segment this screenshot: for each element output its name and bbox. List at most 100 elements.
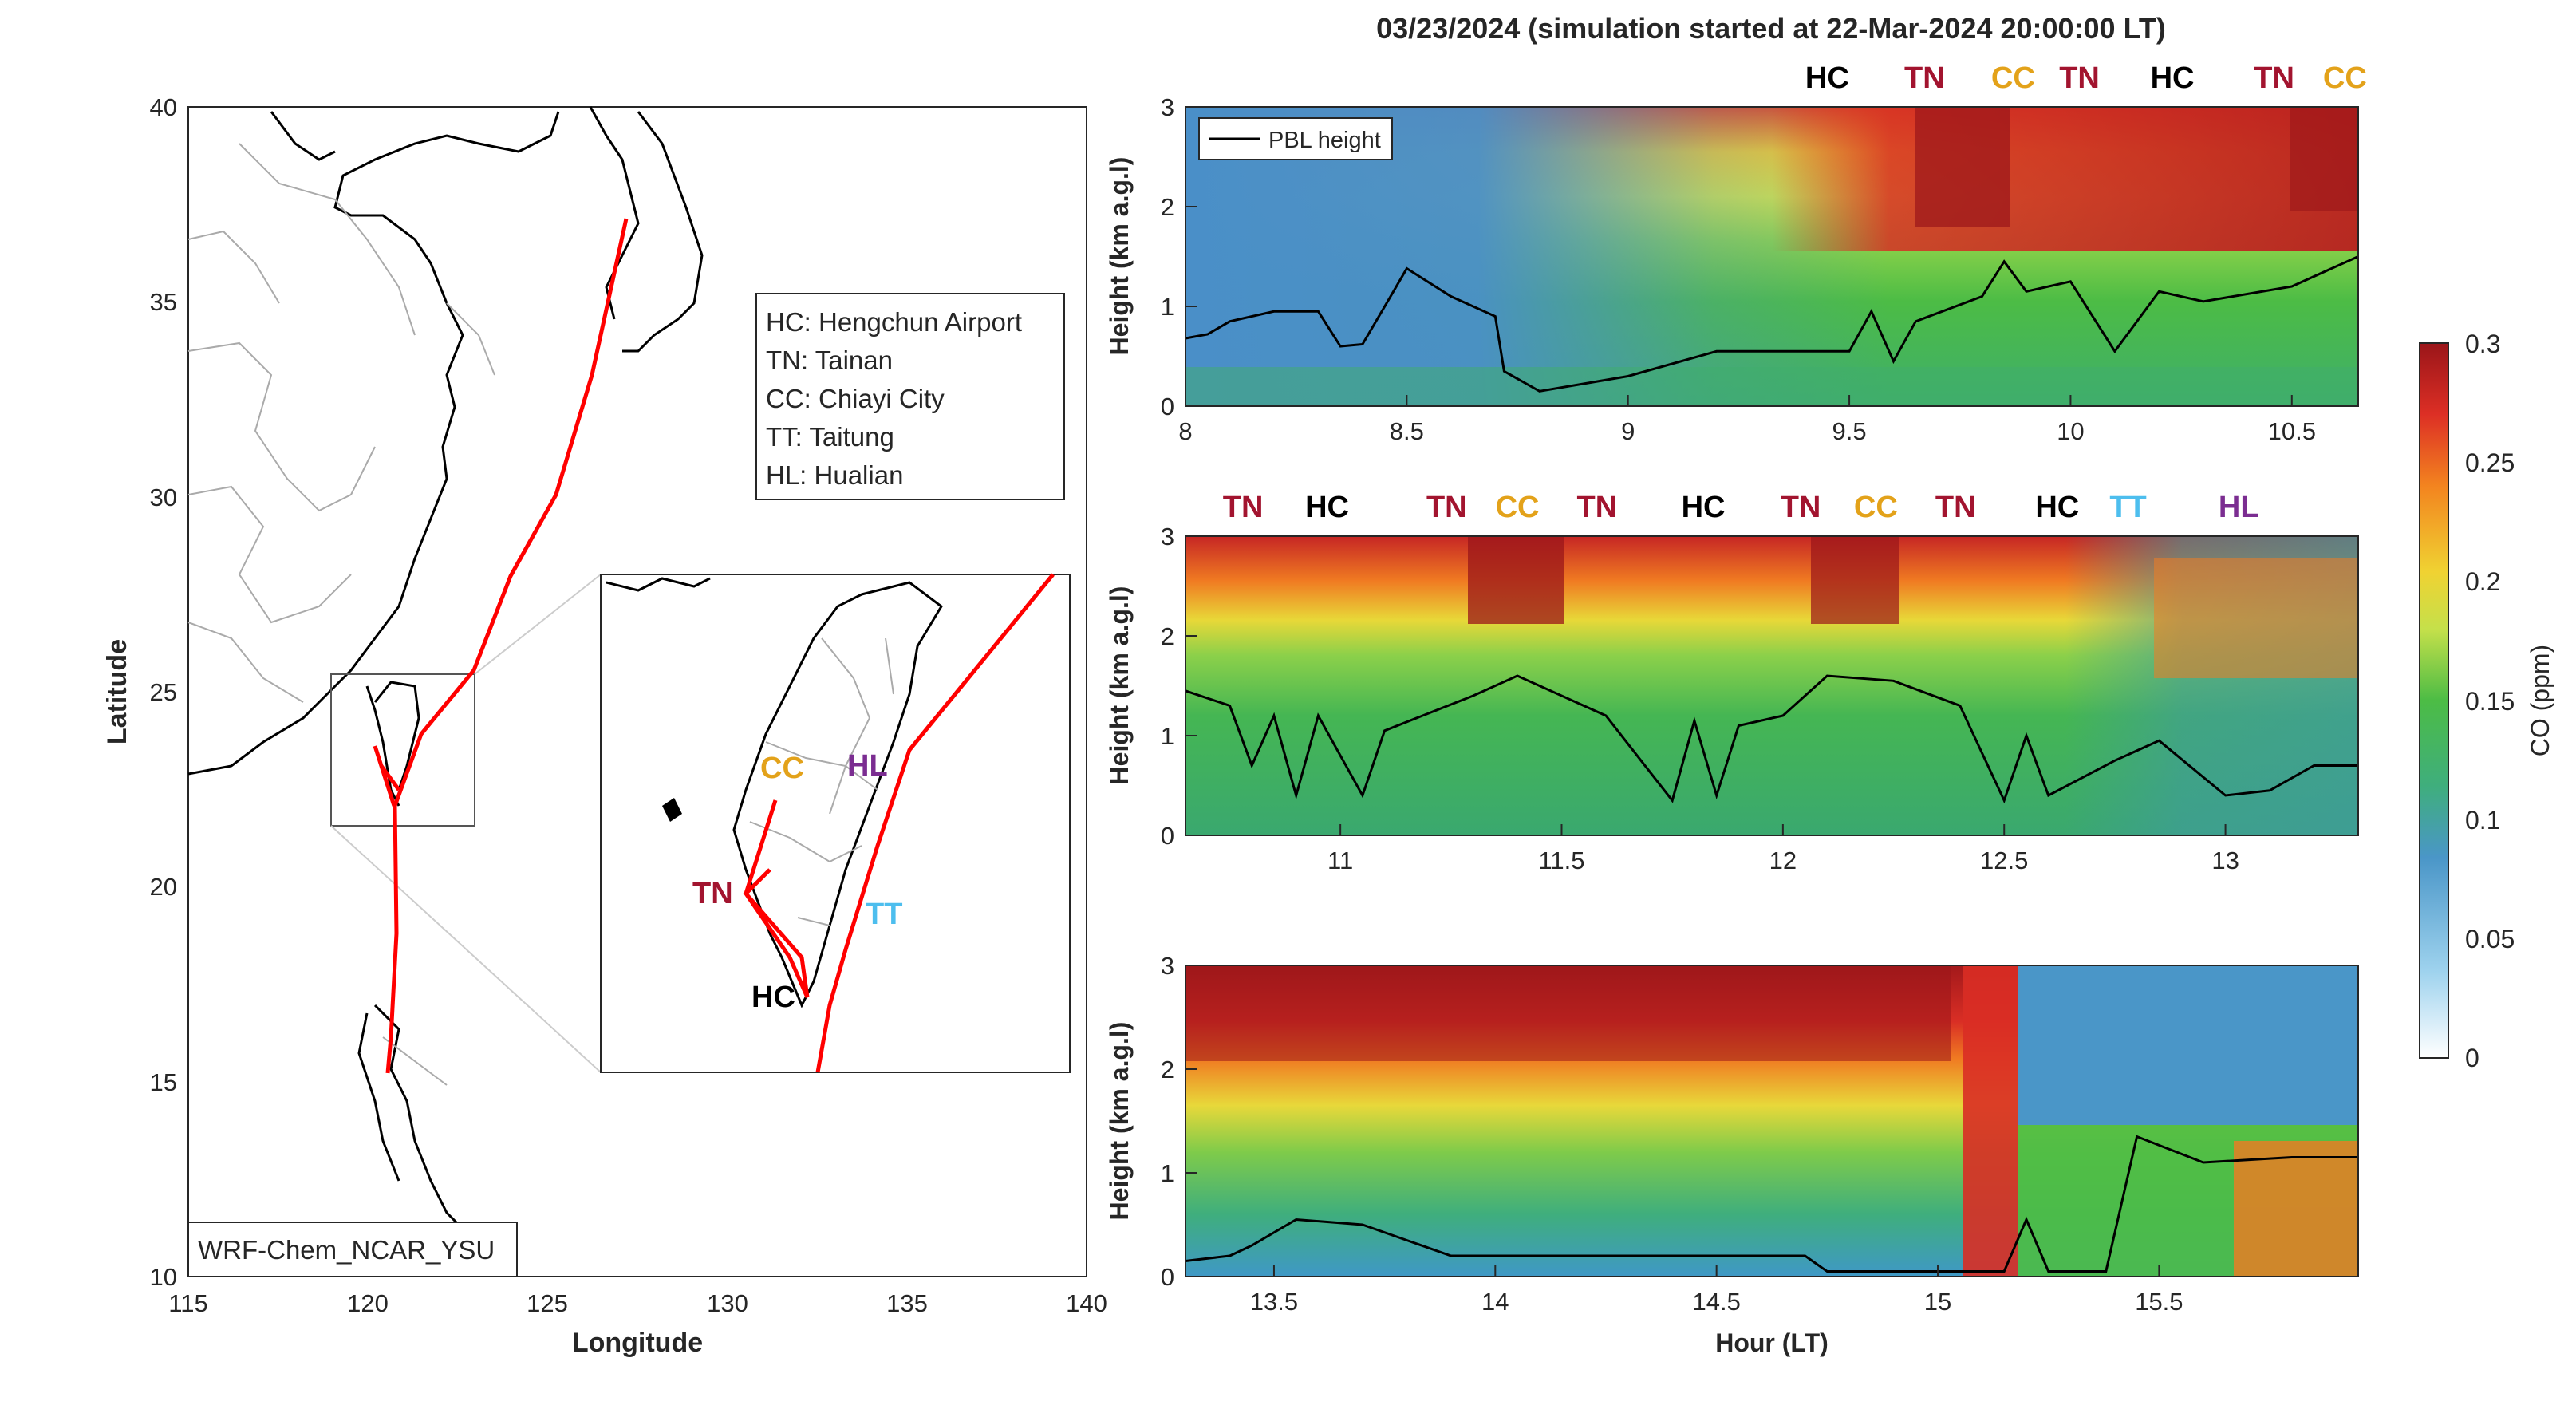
map-ytick: 15 [150, 1068, 177, 1096]
y-tick-label: 2 [1161, 193, 1174, 221]
inset-flight-track-local [743, 799, 810, 999]
flight-track [385, 218, 629, 1074]
site-label: HC [1805, 61, 1849, 95]
county-boundaries [749, 637, 894, 926]
panel3-plume-column [1963, 965, 2018, 1277]
panel1-site-labels: HC TN CC TN HC TN CC [1805, 61, 2367, 95]
panel3-axes-box [1185, 965, 2359, 1277]
panel3-low-co-aloft [2018, 965, 2358, 1125]
x-tick-label: 9.5 [1832, 417, 1867, 445]
colorbar-tick: 0.05 [2465, 925, 2515, 953]
panel1-ylabel: Height (km a.g.l) [1105, 157, 1134, 356]
x-tick-label: 13 [2211, 847, 2239, 874]
panel2-site-labels: TN HC TN CC TN HC TN CC TN HC TT HL [1223, 491, 2259, 524]
y-tick-label: 2 [1161, 622, 1174, 650]
inset-site-label: HC [751, 981, 795, 1014]
panel3-peak-co [1185, 965, 1951, 1061]
pbl-line-3 [1185, 1135, 2358, 1273]
china-coast [606, 577, 711, 592]
pbl-line-1 [1185, 255, 2359, 393]
x-tick-label: 8.5 [1390, 417, 1424, 445]
colorbar-tick: 0.1 [2465, 806, 2500, 835]
y-tick-label: 1 [1161, 1159, 1174, 1187]
site-label: HC [1682, 491, 1726, 524]
site-label: TN [1904, 61, 1945, 95]
panel1-ticks: 8 8.5 9 9.5 10 10.5 0 1 2 3 [1161, 93, 2316, 445]
site-label: TN [1781, 491, 1821, 524]
map-xlabel: Longitude [572, 1328, 703, 1358]
y-tick-label: 1 [1161, 293, 1174, 321]
curtain-panel-3: 13.5 14 14.5 15 15.5 0 1 2 3 Height (km a.g.l) H… [1105, 952, 2359, 1357]
site-label: CC [1854, 491, 1898, 524]
province-boundaries [187, 143, 495, 1086]
site-legend-line: CC: Chiayi City [766, 384, 945, 413]
site-label: HC [2035, 491, 2079, 524]
inset-flight-track [815, 573, 1055, 1073]
x-tick-label: 11.5 [1538, 847, 1584, 874]
map-xtick: 125 [527, 1289, 568, 1317]
map-ytick: 10 [150, 1263, 177, 1291]
panel1-axes-box [1185, 106, 2359, 407]
x-tick-label: 13.5 [1250, 1288, 1298, 1316]
y-tick-label: 3 [1161, 93, 1174, 121]
x-tick-label: 11 [1327, 847, 1353, 874]
site-label: HC [2151, 61, 2195, 95]
map-ytick: 25 [150, 678, 177, 706]
site-legend-line: TN: Tainan [766, 345, 893, 375]
site-label: TN [1426, 491, 1467, 524]
inset-site-label: HL [847, 749, 888, 783]
site-label: TN [1577, 491, 1618, 524]
panel1-surface-layer [1185, 367, 2358, 406]
colorbar-tick: 0.2 [2465, 567, 2500, 596]
panel2-high-co-region [2154, 558, 2358, 678]
site-label: HC [1305, 491, 1349, 524]
panel2-peak-co [1811, 536, 1899, 624]
panel3-xlabel: Hour (LT) [1715, 1328, 1828, 1357]
inset-site-label: TN [692, 877, 733, 910]
map-xtick: 140 [1066, 1289, 1107, 1317]
penghu-islands [662, 798, 682, 822]
panel2-peak-co [1468, 536, 1564, 624]
inset-site-label: CC [760, 752, 804, 785]
panel2-axes-box [1185, 535, 2359, 836]
site-label: TN [2254, 61, 2294, 95]
map-xtick: 130 [707, 1289, 748, 1317]
y-tick-label: 1 [1161, 722, 1174, 750]
panel1-peak-co [2290, 107, 2358, 211]
panel2-ylabel: Height (km a.g.l) [1105, 586, 1134, 785]
map-xtick: 120 [347, 1289, 389, 1317]
map-ytick: 30 [150, 483, 177, 511]
site-legend-line: HL: Hualian [766, 460, 903, 490]
y-tick-label: 0 [1161, 822, 1174, 850]
colorbar-ticks: 0 0.05 0.1 0.15 0.2 0.25 0.3 [2465, 330, 2515, 1072]
panel3-ticks: 13.5 14 14.5 15 15.5 0 1 2 3 [1161, 952, 2183, 1316]
colorbar: 0 0.05 0.1 0.15 0.2 0.25 0.3 CO (ppm) [2419, 330, 2554, 1072]
site-label: CC [2323, 61, 2367, 95]
x-tick-label: 10.5 [2268, 417, 2316, 445]
pbl-legend-label: PBL height [1268, 128, 1381, 153]
zoom-line-top [474, 574, 602, 675]
x-tick-label: 15.5 [2135, 1288, 2183, 1316]
x-tick-label: 10 [2057, 417, 2084, 445]
y-tick-label: 3 [1161, 523, 1174, 551]
site-label: TN [2059, 61, 2100, 95]
taiwan-outline [732, 581, 943, 1008]
figure-title: 03/23/2024 (simulation started at 22-Mar… [1376, 12, 2166, 45]
map-ytick: 20 [150, 873, 177, 901]
colorbar-label: CO (ppm) [2526, 645, 2554, 756]
x-tick-label: 12.5 [1980, 847, 2028, 874]
model-label: WRF-Chem_NCAR_YSU [198, 1235, 495, 1265]
site-label: CC [1496, 491, 1540, 524]
site-label: TN [1935, 491, 1976, 524]
pbl-line-2 [1185, 674, 2358, 804]
site-legend [755, 293, 1065, 500]
site-label: CC [1991, 61, 2035, 95]
map-panel: 115 120 125 130 135 140 10 15 20 25 30 3… [102, 93, 1107, 1358]
x-tick-label: 12 [1769, 847, 1797, 874]
panel1-peak-co [1915, 107, 2010, 227]
y-tick-label: 3 [1161, 952, 1174, 980]
